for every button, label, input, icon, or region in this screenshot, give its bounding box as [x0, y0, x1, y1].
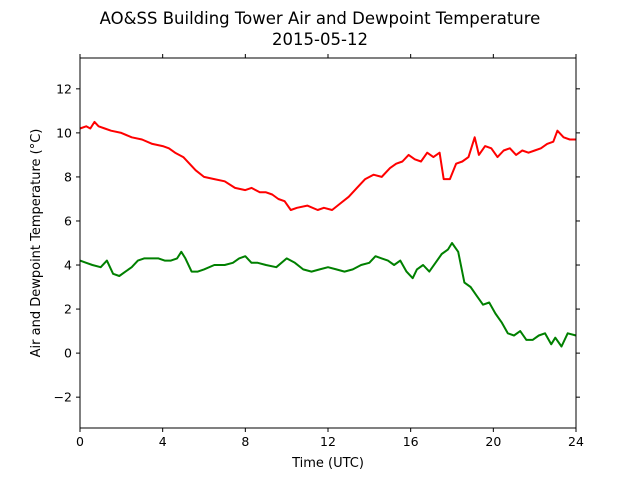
y-tick-label: 12 — [56, 81, 72, 96]
x-axis-label: Time (UTC) — [291, 456, 364, 471]
y-tick-label: 6 — [64, 213, 72, 228]
y-tick-label: 8 — [64, 169, 72, 184]
air-temperature-line — [79, 120, 576, 211]
y-tick-label: 0 — [64, 346, 72, 361]
y-tick-label: −2 — [54, 390, 72, 405]
x-tick-label: 24 — [568, 434, 584, 449]
x-tick-label: 20 — [485, 434, 501, 449]
y-axis-label: Air and Dewpoint Temperature (°C) — [29, 129, 44, 358]
x-tick-label: 16 — [403, 434, 419, 449]
y-tick-label: 2 — [64, 302, 72, 317]
chart-title: AO&SS Building Tower Air and Dewpoint Te… — [100, 9, 541, 28]
x-tick-label: 8 — [241, 434, 249, 449]
dewpoint-temperature-line — [79, 242, 577, 348]
series-layer — [79, 120, 577, 348]
x-tick-label: 0 — [76, 434, 84, 449]
x-tick-label: 4 — [159, 434, 167, 449]
chart-subtitle: 2015-05-12 — [272, 30, 368, 49]
y-tick-label: 10 — [56, 125, 72, 140]
plot-frame — [79, 57, 577, 429]
x-tick-label: 12 — [320, 434, 336, 449]
y-tick-label: 4 — [64, 258, 72, 273]
